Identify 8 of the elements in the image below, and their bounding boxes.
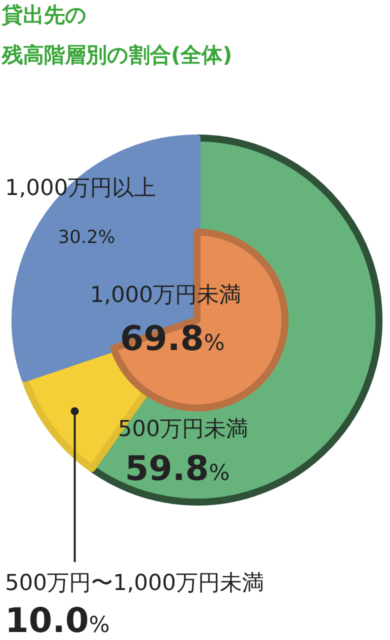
slice-label: 500万円〜1,000万円未満 <box>5 571 264 596</box>
chart-title: 貸出先の <box>1 3 87 27</box>
data-label: 69.8% <box>120 319 225 359</box>
chart-subtitle: 残高階層別の割合(全体) <box>1 43 232 67</box>
data-label: 10.0% <box>5 601 110 640</box>
data-label: 30.2% <box>58 227 116 248</box>
slice-label: 1,000万円以上 <box>5 176 156 201</box>
data-label: 59.8% <box>125 449 230 489</box>
